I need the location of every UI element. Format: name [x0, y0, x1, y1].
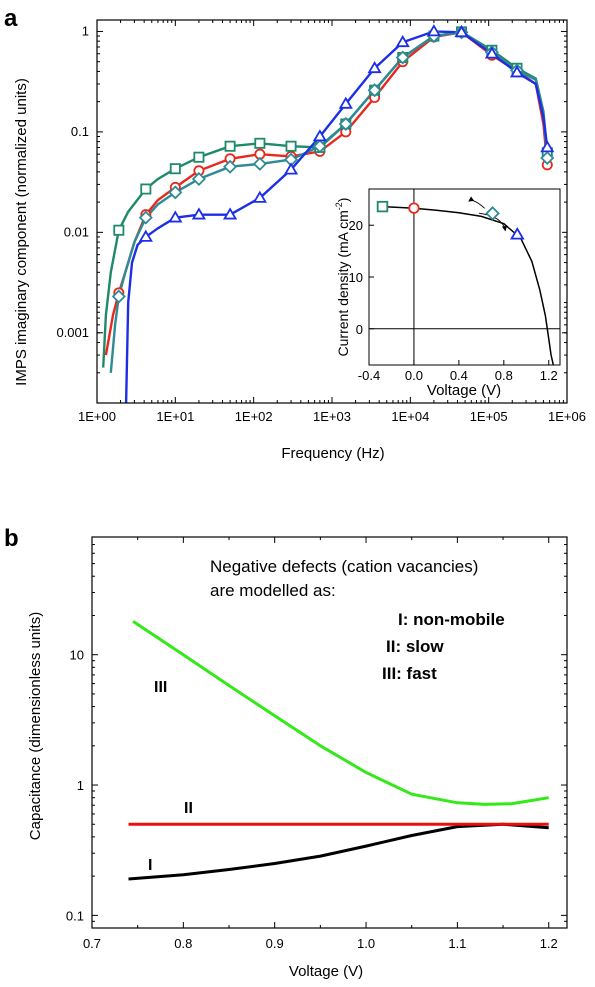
panel-a-marker-diamond [395, 50, 410, 65]
panel-a-marker-triangle [338, 96, 353, 109]
panel-a-marker-diamond [223, 159, 238, 174]
panel-a-marker-triangle [395, 34, 410, 48]
panel-a-xtick-label: 1E+04 [391, 409, 429, 424]
panel-b-ytick-label: 0.1 [66, 908, 84, 923]
panel-a-marker-diamond [111, 289, 126, 304]
panel-b-ylabel: Capacitance (dimensionless units) [27, 612, 44, 840]
inset-ylabel-sup: -2 [334, 202, 344, 210]
inset-xlabel: Voltage (V) [427, 382, 501, 399]
panel-a-marker-diamond [168, 185, 183, 200]
inset-xtick-label: -0.4 [358, 368, 380, 383]
panel-a-series [102, 24, 555, 403]
panel-a-marker-square [285, 140, 297, 152]
panel-a-marker-triangle [454, 25, 469, 38]
panel-b-series-line-i [128, 822, 549, 881]
panel-a-marker-diamond [367, 83, 382, 98]
inset-marker-triangle [509, 227, 525, 240]
panel-a-marker-diamond [540, 150, 555, 165]
inset-marker-circle [408, 202, 420, 214]
panel-b-xtick-label: 1.1 [448, 936, 466, 951]
inset-xtick-label: 1.2 [540, 368, 558, 383]
panel-b-xtick-label: 0.9 [266, 936, 284, 951]
panel-b-ytick-label: 1 [77, 778, 84, 793]
inset-background [367, 187, 562, 367]
panel-a-xtick-label: 1E+06 [548, 409, 586, 424]
panel-a: 1E+00 1E+01 1E+02 1E+03 1E+04 1E+05 1E+060.001… [13, 19, 586, 462]
inset-marker-square [376, 200, 389, 213]
panel-a-xtick-label: 1E+01 [156, 409, 194, 424]
panel-b-xtick-label: 1.2 [540, 936, 558, 951]
panel-a-marker-triangle [191, 207, 207, 220]
panel-a-marker-triangle [252, 190, 267, 203]
panel-a-ytick-label: 1 [82, 23, 89, 38]
panel-b-xtick-label: 0.7 [83, 936, 101, 951]
panel-a-marker-triangle [426, 24, 442, 37]
inset-ylabel: Current density (mA cm-2) [334, 198, 351, 357]
inset-xtick-label: 0.8 [495, 368, 513, 383]
series-label-iii: III [154, 679, 167, 696]
panel-a-ytick-label: 0.1 [71, 124, 89, 139]
panel-a-marker-triangle [540, 140, 555, 153]
panel-a-xlabel: Frequency (Hz) [281, 445, 384, 462]
inset-ylabel-main: Current density (mA cm [335, 210, 351, 356]
legend-entry-ii: II: slow [386, 637, 444, 656]
panel-a-marker-triangle [312, 129, 327, 142]
panel-a-xtick-label: 1E+05 [470, 409, 508, 424]
legend-entry-i: I: non-mobile [398, 610, 505, 629]
panel-b-series-line-iii [132, 620, 549, 806]
panel-b-series [128, 620, 549, 881]
panel-b-label: b [4, 525, 19, 552]
inset-marker-diamond [485, 206, 500, 221]
panel-b-xlabel: Voltage (V) [289, 963, 363, 980]
series-label-ii: II [184, 800, 193, 817]
panel-a-marker-square [254, 137, 266, 149]
panel-a-marker-triangle [168, 210, 183, 223]
panel-a-xtick-label: 1E+02 [235, 409, 273, 424]
panel-a-marker-triangle [222, 207, 238, 220]
inset: -0.4 0.0 0.4 0.8 1.2 0 10 20 Voltage (V) Curren… [334, 187, 562, 399]
panel-a-marker-square [193, 151, 205, 163]
legend-entry-iii: III: fast [382, 664, 437, 683]
panel-a-marker-diamond [138, 210, 153, 225]
panel-b-annotation-line-2: are modelled as: [210, 581, 336, 600]
panel-b-ytick-label: 10 [70, 648, 84, 663]
inset-ytick-label: 10 [349, 270, 363, 285]
panel-a-marker-diamond [312, 139, 327, 154]
inset-ytick-label: 0 [356, 322, 363, 337]
inset-arrow-up [468, 196, 485, 209]
series-label-i: I [148, 857, 152, 874]
panel-b-axes: 0.7 0.8 0.9 1.0 1.1 1.2 0.1 1 10 [66, 536, 568, 951]
inset-content: -0.4 0.0 0.4 0.8 1.2 0 10 20 [349, 188, 561, 383]
panel-a-marker-triangle [509, 65, 525, 78]
panel-b-frame [91, 536, 568, 929]
panel-a-axes: 1E+00 1E+01 1E+02 1E+03 1E+04 1E+05 1E+060.001… [56, 19, 586, 424]
panel-b: 0.7 0.8 0.9 1.0 1.1 1.2 0.1 1 10 Negative defect… [27, 536, 568, 980]
inset-ylabel-tail: ) [335, 198, 351, 203]
inset-xtick-label: 0.4 [450, 368, 468, 383]
panel-a-ytick-label: 0.001 [56, 325, 89, 340]
panel-a-marker-square [169, 163, 181, 175]
panel-a-xtick-label: 1E+00 [78, 409, 116, 424]
panel-b-xtick-label: 0.8 [174, 936, 192, 951]
panel-a-marker-diamond [338, 116, 353, 131]
panel-a-marker-triangle [283, 162, 299, 175]
panel-a-marker-square [113, 224, 125, 236]
inset-xtick-label: 0.0 [405, 368, 423, 383]
panel-a-ylabel: IMPS imaginary component (normalized uni… [13, 78, 30, 386]
inset-arrow-down [478, 212, 508, 232]
panel-a-marker-triangle [138, 229, 153, 242]
panel-a-marker-diamond [191, 171, 206, 186]
panel-a-xtick-label: 1E+03 [313, 409, 351, 424]
panel-b-annotation-line-1: Negative defects (cation vacancies) [210, 557, 478, 576]
panel-a-marker-triangle [484, 46, 499, 59]
inset-ytick-label: 20 [349, 218, 363, 233]
panel-a-marker-square [140, 183, 152, 195]
panel-b-xtick-label: 1.0 [357, 936, 375, 951]
panel-a-marker-square [224, 140, 236, 152]
panel-a-marker-triangle [367, 60, 382, 74]
panel-a-label: a [4, 5, 18, 32]
panel-a-marker-diamond [252, 156, 267, 171]
panel-a-ytick-label: 0.01 [64, 224, 89, 239]
